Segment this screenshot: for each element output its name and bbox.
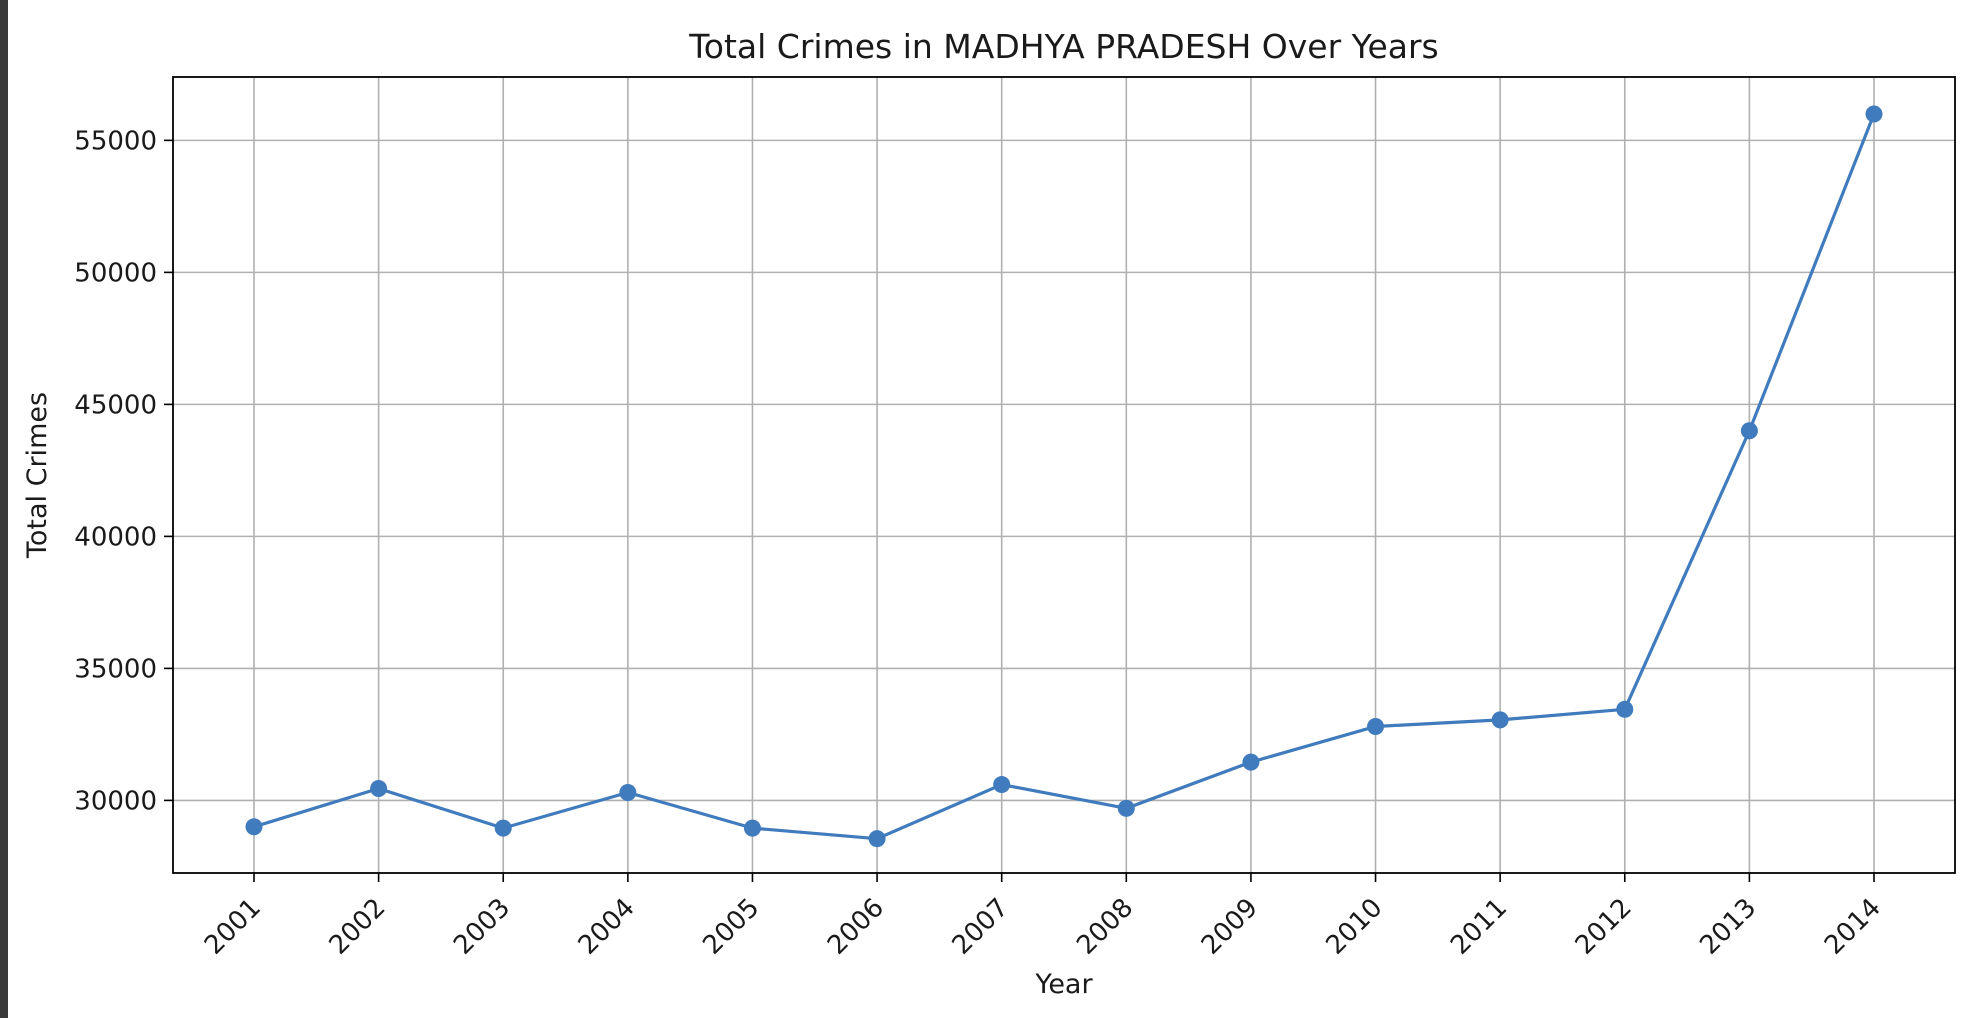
data-point <box>1367 717 1385 735</box>
plot-area-frame <box>172 76 1956 874</box>
series-line <box>252 112 1876 841</box>
x-tick-label: 2003 <box>448 893 516 961</box>
data-point <box>494 819 512 837</box>
x-tick-label: 2009 <box>1196 893 1264 961</box>
y-tick-label: 45000 <box>74 390 157 420</box>
data-point <box>1242 753 1260 771</box>
data-point <box>619 783 637 801</box>
data-point <box>1740 422 1758 440</box>
x-tick-label: 2001 <box>199 893 267 961</box>
x-tick-label: 2002 <box>324 893 392 961</box>
y-tick-label: 40000 <box>74 522 157 552</box>
data-point <box>1491 711 1509 729</box>
data-point <box>1117 799 1135 817</box>
data-point <box>993 776 1011 794</box>
y-axis-label: Total Crimes <box>22 392 53 559</box>
x-tick-label: 2011 <box>1445 893 1513 961</box>
grid <box>173 77 1955 873</box>
x-tick-label: 2014 <box>1819 893 1887 961</box>
y-tick-label: 50000 <box>74 258 157 288</box>
x-tick-label: 2005 <box>697 893 765 961</box>
x-tick-label: 2010 <box>1320 893 1388 961</box>
x-tick-label: 2013 <box>1694 893 1762 961</box>
series-layer <box>245 105 1883 848</box>
data-point <box>868 830 886 848</box>
y-tick-label: 55000 <box>74 126 157 156</box>
x-axis-label: Year <box>1034 969 1093 1000</box>
x-tick-label: 2006 <box>822 893 890 961</box>
chart-title: Total Crimes in MADHYA PRADESH Over Year… <box>688 27 1438 66</box>
data-point <box>245 818 263 836</box>
x-tick-label: 2012 <box>1570 893 1638 961</box>
x-tick-label: 2008 <box>1071 893 1139 961</box>
y-tick-label: 30000 <box>74 786 157 816</box>
y-tick-label: 35000 <box>74 654 157 684</box>
x-tick-label: 2007 <box>947 893 1015 961</box>
data-point <box>1616 700 1634 718</box>
data-point <box>370 780 388 798</box>
window-left-edge <box>0 0 8 1018</box>
x-tick-label: 2004 <box>573 893 641 961</box>
axis-ticks: 2001 2002 2003 2004 2005 2006 2007 2008 2009 2010… <box>74 126 1887 960</box>
data-point <box>1865 105 1883 123</box>
data-point <box>743 819 761 837</box>
